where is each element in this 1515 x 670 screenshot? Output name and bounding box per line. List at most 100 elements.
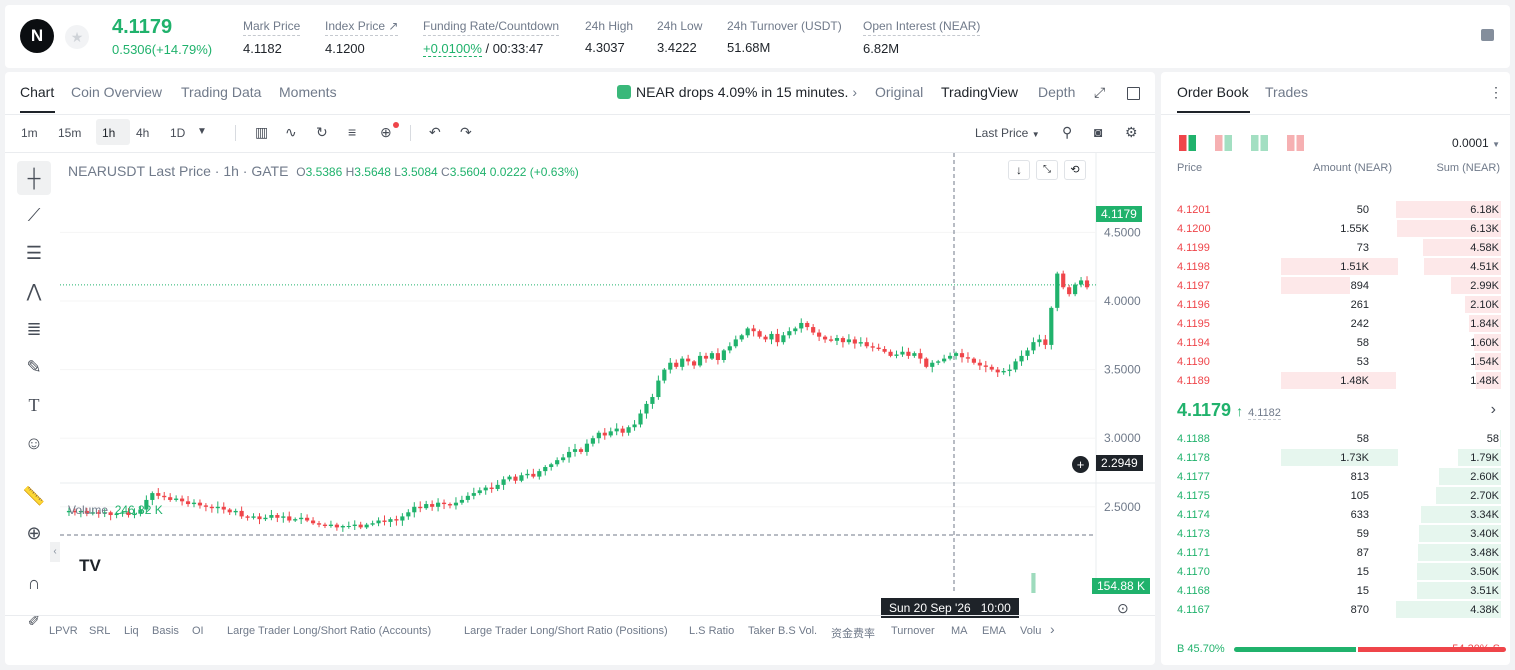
timeframe-1m[interactable]: 1m [21, 126, 38, 140]
candle-body [162, 495, 167, 498]
templates-icon[interactable]: ≡ [348, 124, 357, 140]
news-ticker[interactable]: NEAR drops 4.09% in 15 minutes. › [617, 84, 857, 100]
bid-row[interactable]: 4.1177 813 2.60K [1161, 467, 1509, 486]
lock-edit-icon[interactable]: ✐ [27, 613, 41, 630]
timeframe-dropdown-icon[interactable]: ▼ [197, 126, 207, 137]
indicator-basis[interactable]: Basis [152, 625, 179, 637]
indicator-lpvr[interactable]: LPVR [49, 625, 78, 637]
price-type-select[interactable]: Last Price ▼ [975, 126, 1040, 140]
bid-row[interactable]: 4.1167 870 4.38K [1161, 600, 1509, 619]
chart-settings-icon[interactable]: ⊙ [1117, 600, 1129, 616]
bid-row[interactable]: 4.1188 58 58 [1161, 429, 1509, 448]
indicators-more-icon[interactable]: › [1050, 621, 1055, 637]
ask-row[interactable]: 4.1201 50 6.18K [1161, 200, 1509, 219]
indicator-turnover[interactable]: Turnover [891, 625, 935, 637]
timeframe-15m[interactable]: 15m [58, 126, 82, 140]
indicator-volu[interactable]: Volu [1020, 625, 1042, 637]
view-split-icon[interactable] [1215, 135, 1232, 151]
ask-row[interactable]: 4.1200 1.55K 6.13K [1161, 219, 1509, 238]
tab-chart[interactable]: Chart [20, 84, 55, 100]
favorite-star-icon[interactable]: ★ [65, 25, 89, 49]
candle-body [650, 397, 655, 404]
ask-row[interactable]: 4.1198 1.51K 4.51K [1161, 257, 1509, 276]
mid-price[interactable]: 4.1179 ↑ 4.1182 [1177, 400, 1281, 420]
expand-icon[interactable]: ⤢ [1094, 84, 1106, 100]
book-icon[interactable] [1481, 29, 1494, 41]
horizontal-lines-icon[interactable]: ☰ [25, 242, 43, 263]
more-menu-icon[interactable]: ⋮ [1489, 84, 1503, 100]
precision-select[interactable]: 0.0001 ▼ [1452, 136, 1500, 150]
text-tool-icon[interactable]: T [28, 394, 40, 415]
ruler-tool-icon[interactable]: 📏 [22, 485, 46, 506]
tab-tradingview[interactable]: TradingView [941, 84, 1019, 100]
ask-row[interactable]: 4.1190 53 1.54K [1161, 352, 1509, 371]
bid-row[interactable]: 4.1171 87 3.48K [1161, 543, 1509, 562]
magnet-icon[interactable]: ∩ [27, 572, 41, 593]
tab-moments[interactable]: Moments [279, 84, 337, 100]
ask-row[interactable]: 4.1199 73 4.58K [1161, 238, 1509, 257]
crosshair-tool-icon[interactable]: ┼ [17, 161, 51, 195]
bid-row[interactable]: 4.1174 633 3.34K [1161, 505, 1509, 524]
search-icon[interactable]: ⚲ [1062, 124, 1073, 140]
ask-row[interactable]: 4.1194 58 1.60K [1161, 333, 1509, 352]
timeframe-1h[interactable]: 1h [102, 126, 116, 140]
bid-row[interactable]: 4.1173 59 3.40K [1161, 524, 1509, 543]
trendline-tool-icon[interactable]: ⟋ [27, 204, 41, 225]
view-both-icon[interactable] [1179, 135, 1196, 151]
stat-open-interest[interactable]: Open Interest (NEAR) 6.82M [863, 19, 981, 56]
undo-icon[interactable]: ↶ [429, 124, 441, 140]
timeframe-4h[interactable]: 4h [136, 126, 150, 140]
view-asks-icon[interactable] [1287, 135, 1304, 151]
tab-depth[interactable]: Depth [1038, 84, 1076, 100]
indicator-taker-b-s-vol[interactable]: Taker B.S Vol. [748, 625, 818, 637]
tab-trades[interactable]: Trades [1265, 84, 1309, 100]
bid-row[interactable]: 4.1168 15 3.51K [1161, 581, 1509, 600]
ask-row[interactable]: 4.1197 894 2.99K [1161, 276, 1509, 295]
tab-coin-overview[interactable]: Coin Overview [71, 84, 163, 100]
candle-type-icon[interactable]: ▥ [255, 124, 269, 140]
add-alert-icon[interactable]: ⊕ [380, 122, 399, 141]
scroll-down-icon[interactable]: ↓ [1008, 160, 1030, 180]
camera-icon[interactable]: ◙ [1094, 124, 1103, 140]
tab-trading-data[interactable]: Trading Data [181, 84, 262, 100]
indicator-large-trader-long-short-ratio-positions[interactable]: Large Trader Long/Short Ratio (Positions… [464, 625, 668, 637]
pattern-tool-icon[interactable]: ⋀ [26, 280, 42, 301]
emoji-tool-icon[interactable]: ☺ [24, 432, 44, 453]
candle-body [566, 451, 572, 458]
zoom-in-icon[interactable]: ⊕ [26, 522, 42, 543]
ask-row[interactable]: 4.1189 1.48K 1.48K [1161, 371, 1509, 390]
indicators-icon[interactable]: ∿ [285, 124, 297, 140]
tab-order-book[interactable]: Order Book [1177, 84, 1249, 100]
bid-row[interactable]: 4.1170 15 3.50K [1161, 562, 1509, 581]
window-icon[interactable] [1127, 87, 1140, 100]
fib-tool-icon[interactable]: ≣ [26, 318, 42, 339]
tab-original[interactable]: Original [875, 84, 924, 100]
indicator-ma[interactable]: MA [951, 625, 968, 637]
brush-tool-icon[interactable]: ✎ [26, 356, 42, 377]
bid-row[interactable]: 4.1175 105 2.70K [1161, 486, 1509, 505]
indicator-oi[interactable]: OI [192, 625, 204, 637]
redo-icon[interactable]: ↷ [460, 124, 472, 140]
collapse-pane-icon[interactable]: ⤡ [1036, 160, 1058, 180]
collapse-toolbar-icon[interactable]: ‹ [50, 542, 60, 562]
maximize-pane-icon[interactable]: ⟲ [1064, 160, 1086, 180]
indicator-srl[interactable]: SRL [89, 625, 111, 637]
stat-index-price[interactable]: Index Price ↗ 4.1200 [325, 19, 399, 56]
indicator-large-trader-long-short-ratio-accounts[interactable]: Large Trader Long/Short Ratio (Accounts) [227, 625, 432, 637]
settings-gear-icon[interactable]: ⚙ [1125, 124, 1138, 140]
ask-row[interactable]: 4.1195 242 1.84K [1161, 314, 1509, 333]
sum-depth-bar [1465, 296, 1501, 313]
indicator-l-s-ratio[interactable]: L.S Ratio [689, 625, 735, 637]
replay-icon[interactable]: ↻ [316, 124, 328, 140]
stat-funding-rate[interactable]: Funding Rate/Countdown +0.0100% / 00:33:4… [423, 19, 560, 57]
indicator-[interactable]: 资金费率 [831, 628, 875, 640]
timeframe-1d[interactable]: 1D [170, 126, 186, 140]
indicator-liq[interactable]: Liq [124, 625, 139, 637]
ask-row[interactable]: 4.1196 261 2.10K [1161, 295, 1509, 314]
chevron-right-icon[interactable]: › [1490, 401, 1496, 418]
bid-row[interactable]: 4.1178 1.73K 1.79K [1161, 448, 1509, 467]
add-price-line-icon[interactable]: + [1072, 456, 1089, 473]
indicator-ema[interactable]: EMA [982, 625, 1006, 637]
view-bids-icon[interactable] [1251, 135, 1268, 151]
